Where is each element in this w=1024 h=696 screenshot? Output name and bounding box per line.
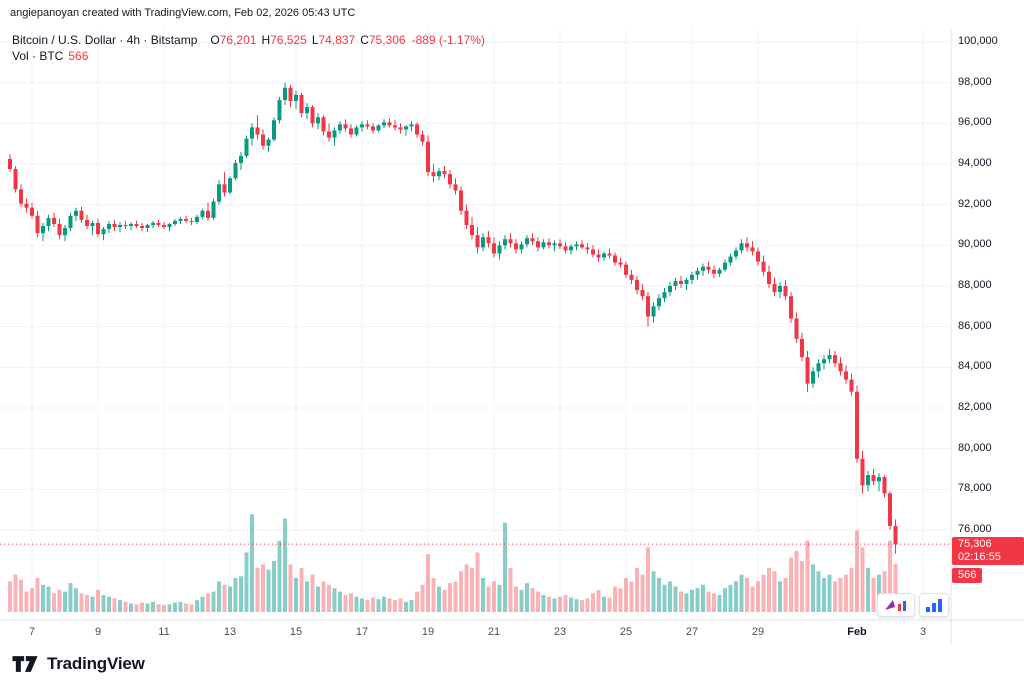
chart-legend: Bitcoin / U.S. Dollar · 4h · Bitstamp O76…: [12, 32, 485, 64]
ohlc-letter: O: [210, 33, 220, 47]
price-axis-label: 84,000: [958, 360, 992, 373]
time-axis-label: 21: [487, 626, 501, 638]
time-axis-label: 27: [685, 626, 699, 638]
tradingview-logo-text: TradingView: [47, 654, 145, 673]
price-axis-label: 76,000: [958, 522, 992, 535]
candlestick-chart-canvas[interactable]: [0, 0, 1024, 650]
time-axis-label: 19: [421, 626, 435, 638]
time-axis-label: 25: [619, 626, 633, 638]
time-axis-label: 11: [158, 626, 170, 638]
tradingview-logo[interactable]: TradingView: [10, 652, 145, 676]
time-axis-label: Feb: [847, 626, 867, 638]
change-value: -889 (-1.17%): [411, 33, 485, 47]
rocket-chart-sticker-icon: [885, 600, 906, 611]
time-axis-label: 17: [355, 626, 369, 638]
price-axis-label: 90,000: [958, 238, 992, 251]
time-axis-label: 7: [28, 626, 36, 638]
time-axis-label: 9: [94, 626, 102, 638]
legend-row-volume: Vol · BTC 566: [12, 48, 485, 64]
bar-chart-icon: [926, 598, 942, 612]
volume-value: 566: [68, 49, 89, 63]
price-axis-label: 96,000: [958, 116, 992, 129]
price-axis-label: 82,000: [958, 400, 992, 413]
time-axis[interactable]: 7 9 11 13 15 17 19 21 23 25 27 29 Feb 3: [0, 620, 1024, 648]
ohlc-number: 74,837: [318, 33, 356, 47]
price-axis-label: 78,000: [958, 482, 992, 495]
ohlc-letter: C: [360, 33, 369, 47]
time-axis-label: 23: [553, 626, 567, 638]
ohlc-number: 76,201: [219, 33, 257, 47]
attribution-text: angiepanoyan created with TradingView.co…: [10, 7, 356, 19]
bar-countdown: 02:16:55: [958, 551, 1001, 564]
legend-row-main: Bitcoin / U.S. Dollar · 4h · Bitstamp O76…: [12, 32, 485, 48]
price-axis-label: 80,000: [958, 441, 992, 454]
volume-label: Vol · BTC: [12, 49, 64, 63]
ohlc-values: O76,201 H76,525 L74,837 C75,306: [205, 33, 405, 47]
time-axis-label: 29: [751, 626, 765, 638]
ohlc-letter: H: [261, 33, 271, 47]
time-axis-label: 13: [223, 626, 237, 638]
bar-chart-badge-button[interactable]: [919, 593, 949, 617]
last-price-value: 75,306: [958, 538, 992, 551]
price-axis-label: 86,000: [958, 319, 992, 332]
volume-tag: 566: [952, 568, 983, 584]
ohlc-number: 75,306: [368, 33, 406, 47]
price-axis-label: 92,000: [958, 197, 992, 210]
price-axis-label: 88,000: [958, 278, 992, 291]
time-axis-label: 3: [919, 626, 927, 638]
price-axis[interactable]: 100,000 98,000 96,000 94,000 92,000 90,000 88,…: [952, 0, 1024, 650]
ohlc-letter: L: [311, 33, 319, 47]
symbol-title[interactable]: Bitcoin / U.S. Dollar · 4h · Bitstamp: [12, 33, 198, 47]
last-price-tag: 75,306 02:16:55: [952, 537, 1024, 566]
price-axis-label: 100,000: [958, 35, 998, 47]
price-axis-label: 98,000: [958, 75, 992, 88]
ohlc-number: 76,525: [270, 33, 307, 47]
price-axis-label: 94,000: [958, 156, 992, 169]
time-axis-label: 15: [289, 626, 303, 638]
tradingview-logomark-icon: [12, 656, 38, 672]
sticker-badge-button[interactable]: [877, 593, 915, 617]
